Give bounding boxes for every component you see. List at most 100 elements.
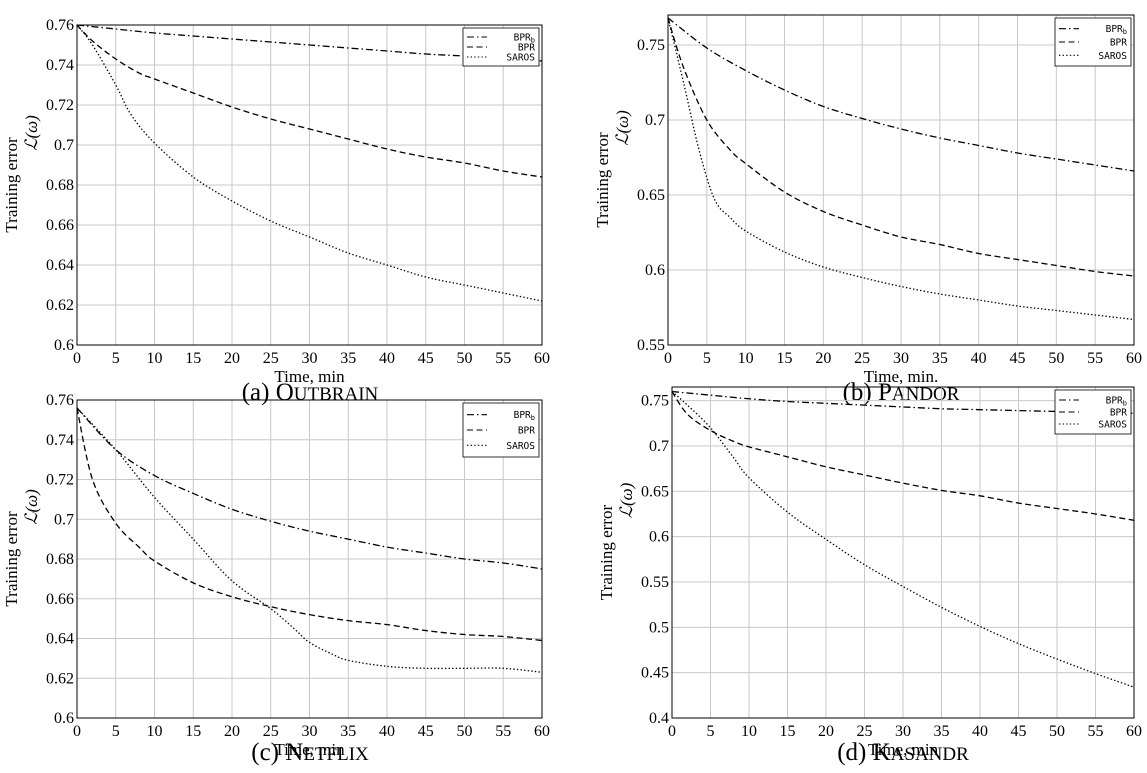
y-tick-label: 0.7: [649, 438, 669, 455]
y-axis-label: Training error: [593, 132, 612, 228]
x-tick-label: 0: [73, 350, 81, 367]
x-tick-label: 30: [895, 723, 911, 740]
x-tick-label: 25: [263, 350, 279, 367]
chart-panel-a: 0 5 10 15 20 25 30 35 40 45 50 55 60 0.6 0.62 0.64 0.66 0…: [2, 17, 550, 406]
x-tick-label: 5: [707, 723, 715, 740]
y-tick-label: 0.4: [649, 710, 669, 727]
series-line-saros: [76, 24, 543, 302]
x-tick-label: 20: [818, 723, 834, 740]
x-tick-label: 40: [379, 350, 395, 367]
x-tick-label: 55: [495, 723, 511, 740]
y-tick-label: 0.6: [54, 337, 74, 354]
y-tick-label: 0.68: [46, 177, 74, 194]
y-axis-label: Training error: [2, 511, 21, 607]
chart-panel-d: 0 5 10 15 20 25 30 35 40 45 50 55 60 0.4 0.45 0.5 0.55 0.…: [597, 386, 1142, 766]
y-tick-label: 0.7: [645, 112, 665, 129]
x-tick-label: 0: [664, 350, 672, 367]
x-tick-label: 45: [418, 723, 434, 740]
y-tick-label: 0.62: [46, 297, 74, 314]
x-axis-label: Time, min.: [864, 367, 938, 386]
legend-box: [1054, 17, 1132, 67]
y-axis-math-label: ℒ(ω): [22, 115, 41, 151]
y-tick-label: 0.72: [46, 472, 74, 489]
y-tick-label: 0.62: [46, 670, 74, 687]
y-axis-math-label: ℒ(ω): [613, 110, 632, 146]
x-tick-label: 20: [224, 723, 240, 740]
x-tick-label: 5: [703, 350, 711, 367]
x-tick-label: 35: [340, 350, 356, 367]
series-line-bpr-b: [667, 17, 1135, 172]
legend-label: BPRb: [1106, 396, 1127, 408]
x-tick-label: 45: [1011, 723, 1027, 740]
subfigure-caption: (b) PANDOR: [843, 379, 960, 406]
x-tick-label: 20: [224, 350, 240, 367]
x-tick-label: 10: [147, 723, 163, 740]
x-tick-label: 40: [379, 723, 395, 740]
series-line-bpr: [667, 17, 1135, 277]
y-tick-label: 0.65: [641, 483, 669, 500]
y-tick-label: 0.68: [46, 551, 74, 568]
x-tick-label: 35: [932, 350, 948, 367]
x-tick-label: 0: [668, 723, 676, 740]
series-line-bpr: [671, 391, 1135, 521]
x-tick-label: 15: [185, 723, 201, 740]
series-line-bpr: [76, 24, 543, 178]
plot-frame: [76, 399, 543, 719]
y-tick-label: 0.55: [641, 574, 669, 591]
legend-label: BPR: [518, 426, 535, 437]
legend-label: BPR: [1110, 408, 1127, 419]
series-line-bpr-b: [76, 407, 543, 570]
legend-label: SAROS: [506, 53, 535, 64]
x-tick-label: 55: [1088, 723, 1104, 740]
plot-frame: [667, 14, 1135, 346]
legend-label: SAROS: [1098, 420, 1127, 431]
legend-box: [462, 402, 540, 458]
legend-label: SAROS: [506, 441, 535, 452]
chart-panel-c: 0 5 10 15 20 25 30 35 40 45 50 55 60 0.6 0.62 0.64 0.66 0…: [2, 392, 550, 766]
legend-label: BPRb: [514, 33, 535, 45]
x-tick-label: 50: [1049, 723, 1065, 740]
x-tick-label: 10: [738, 350, 754, 367]
x-tick-label: 25: [263, 723, 279, 740]
y-tick-label: 0.7: [54, 137, 74, 154]
y-tick-label: 0.75: [637, 37, 665, 54]
legend-label: BPR: [518, 43, 535, 54]
x-tick-label: 20: [815, 350, 831, 367]
series-line-saros: [76, 407, 543, 673]
legend-label: BPRb: [514, 410, 535, 422]
x-tick-label: 5: [112, 350, 120, 367]
y-axis-label: Training error: [2, 137, 21, 233]
y-tick-label: 0.74: [46, 432, 74, 449]
y-axis-label: Training error: [597, 505, 616, 601]
y-tick-label: 0.55: [637, 337, 665, 354]
y-tick-label: 0.7: [54, 511, 74, 528]
y-tick-label: 0.66: [46, 217, 74, 234]
x-tick-label: 15: [185, 350, 201, 367]
x-tick-label: 10: [741, 723, 757, 740]
x-tick-label: 35: [340, 723, 356, 740]
y-tick-label: 0.72: [46, 97, 74, 114]
y-tick-label: 0.64: [46, 631, 74, 648]
x-axis-label: Time, min: [868, 740, 939, 759]
x-tick-label: 10: [147, 350, 163, 367]
subfigure-caption: (d) KASANDR: [837, 739, 969, 766]
plot-frame: [76, 24, 543, 346]
x-tick-label: 25: [854, 350, 870, 367]
legend-label: BPRb: [1106, 24, 1127, 36]
y-tick-label: 0.5: [649, 619, 669, 636]
x-tick-label: 15: [780, 723, 796, 740]
legend: BPRb BPR SAROS: [462, 402, 540, 458]
y-axis-math-label: ℒ(ω): [617, 482, 636, 518]
x-tick-label: 60: [1126, 350, 1142, 367]
y-tick-label: 0.45: [641, 665, 669, 682]
y-tick-label: 0.75: [641, 393, 669, 410]
series-line-bpr: [76, 407, 543, 642]
x-tick-label: 15: [777, 350, 793, 367]
chart-panel-b: 0 5 10 15 20 25 30 35 40 45 50 55 60 0.55 0.6 0.65 0.7 0.…: [593, 14, 1142, 406]
y-tick-label: 0.64: [46, 257, 74, 274]
x-tick-label: 60: [534, 350, 550, 367]
x-tick-label: 55: [495, 350, 511, 367]
